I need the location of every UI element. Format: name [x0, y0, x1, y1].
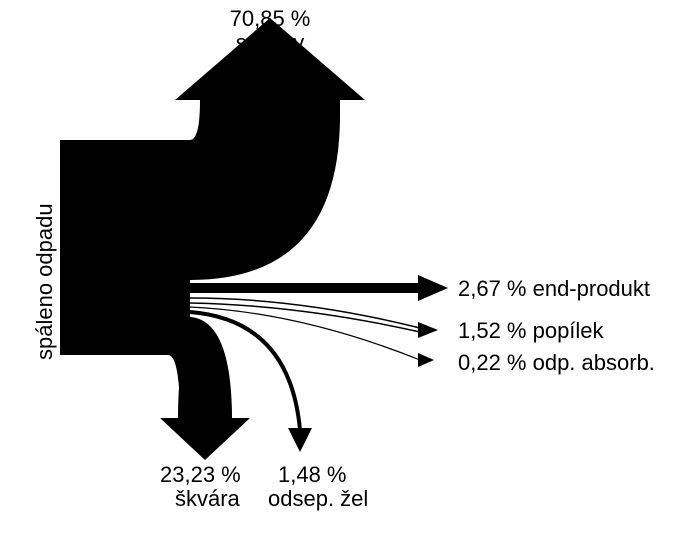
- label-odp-absorb: 0,22 % odp. absorb.: [458, 350, 655, 375]
- flow-end-produkt: [190, 283, 420, 293]
- label-input-value-text: 100 %: [56, 258, 81, 320]
- flow-odp-absorb: [190, 307, 420, 360]
- label-skvara: škvára: [175, 486, 240, 511]
- label-popilek: 1,52 % popílek: [458, 318, 604, 343]
- label-odsep-value: 1,48 %: [278, 462, 347, 487]
- label-skvara-value: 23,23 %: [160, 462, 241, 487]
- arrow-odsep-zel: [288, 428, 312, 452]
- label-spaliny-value: 70,85 %: [210, 6, 330, 31]
- arrow-popilek: [418, 322, 438, 338]
- label-odsep: odsep. žel: [268, 486, 368, 511]
- flow-input-trunk: [60, 140, 190, 355]
- label-input-value: 100 %: [56, 258, 82, 320]
- label-input-text: spáleno odpadu: [32, 203, 57, 360]
- arrow-end-produkt: [418, 275, 448, 301]
- arrow-skvara: [160, 418, 250, 460]
- label-end-produkt: 2,67 % end-produkt: [458, 276, 650, 301]
- label-spaliny: spaliny: [210, 30, 330, 55]
- sankey-svg: [0, 0, 689, 533]
- label-input: spáleno odpadu: [32, 203, 58, 360]
- flow-spaliny: [190, 100, 340, 280]
- arrow-odp-absorb: [418, 353, 434, 367]
